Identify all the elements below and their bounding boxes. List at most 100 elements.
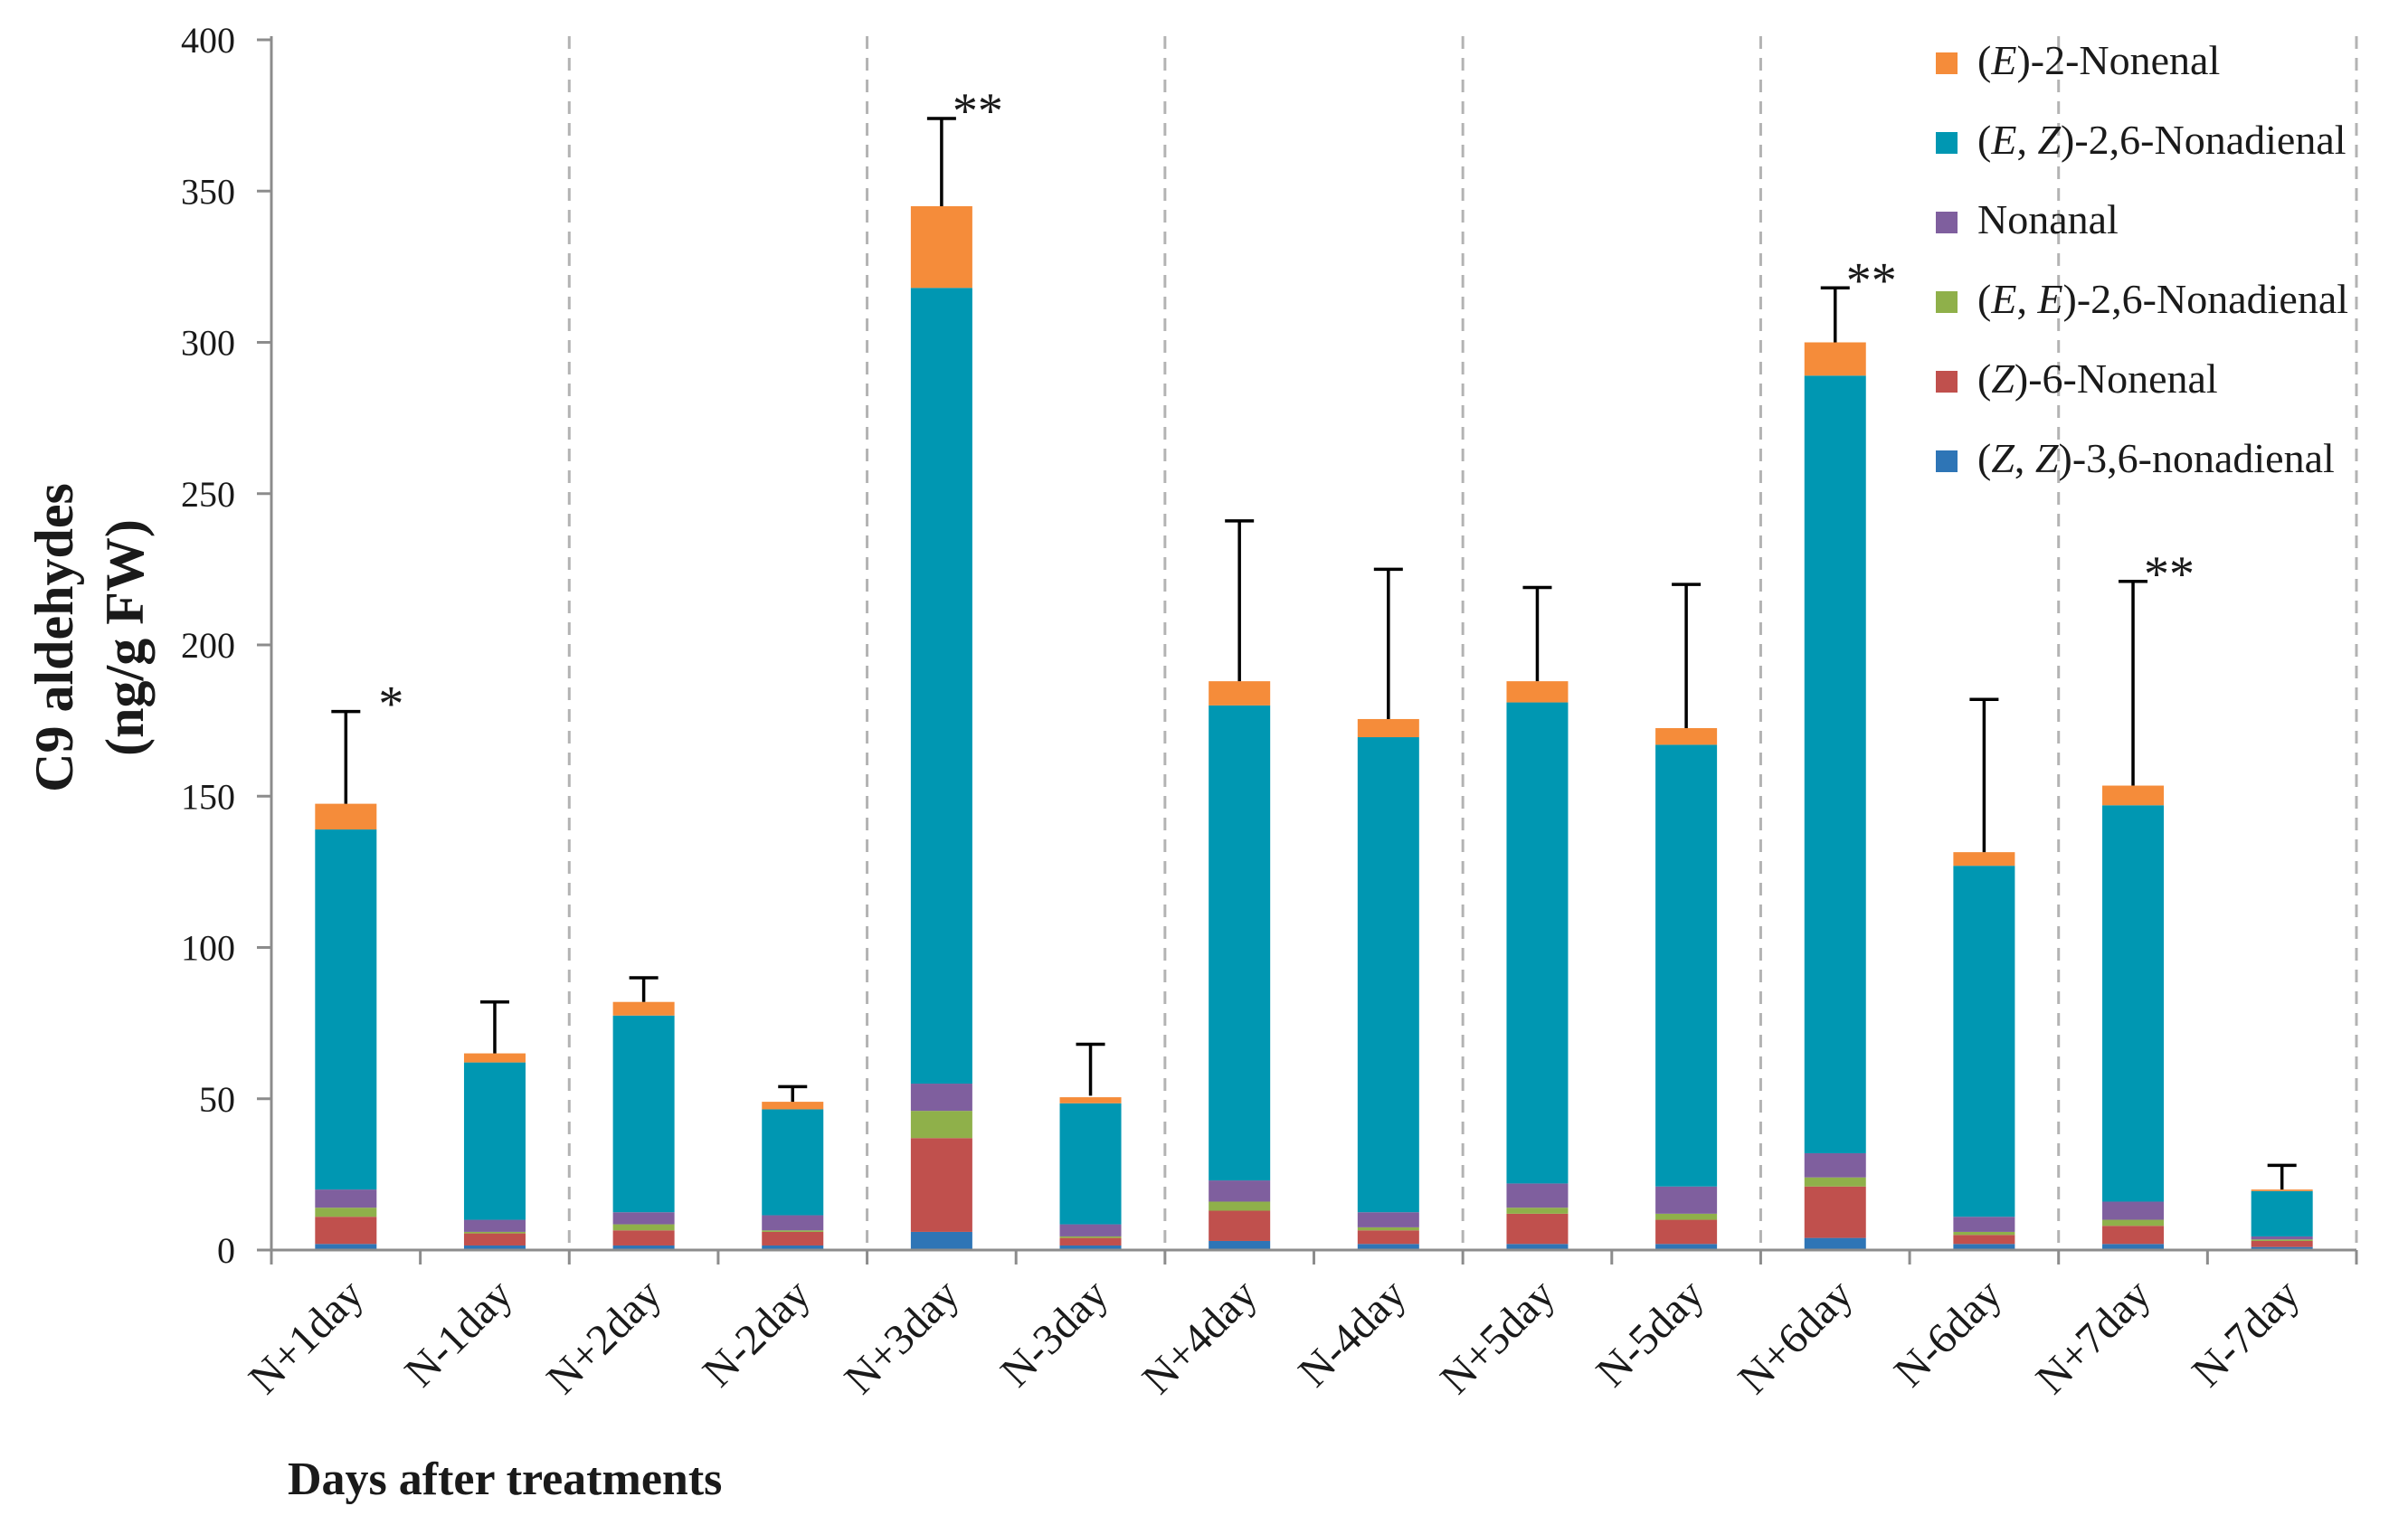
bar-N-3day-series-4 bbox=[1059, 1224, 1122, 1236]
bar-N+6day-series-2 bbox=[1804, 1186, 1866, 1238]
significance-N+7day: ** bbox=[2144, 546, 2195, 602]
bar-N+7day-series-6 bbox=[2102, 785, 2165, 806]
bar-N+1day-series-6 bbox=[315, 803, 377, 830]
bar-N-4day-series-4 bbox=[1357, 1212, 1419, 1227]
y-tick-label-50: 50 bbox=[199, 1079, 235, 1120]
bar-N+1day-series-5 bbox=[315, 829, 377, 1190]
bar-N-2day-series-5 bbox=[762, 1109, 824, 1216]
bar-N-6day-series-4 bbox=[1953, 1217, 2015, 1232]
bar-N+4day-series-5 bbox=[1209, 705, 1271, 1181]
bar-N-2day-series-2 bbox=[762, 1231, 824, 1246]
bar-N+5day-series-5 bbox=[1506, 702, 1569, 1184]
y-tick-labels: 0 50 100 150 200 250 300 350 400 bbox=[181, 20, 235, 1271]
bar-N+7day-series-5 bbox=[2102, 805, 2165, 1202]
bar-N-1day-series-5 bbox=[463, 1062, 526, 1220]
legend-swatch-2 bbox=[1936, 132, 1958, 154]
bar-N+5day-series-1 bbox=[1506, 1244, 1569, 1250]
bar-N-6day-series-3 bbox=[1953, 1231, 2015, 1236]
bar-N-3day-series-2 bbox=[1059, 1237, 1122, 1246]
legend-label-3: Nonanal bbox=[1977, 196, 2119, 242]
bar-N-3day-series-6 bbox=[1059, 1097, 1122, 1103]
bar-N+2day-series-6 bbox=[612, 1001, 675, 1016]
bar-N-4day-series-5 bbox=[1357, 737, 1419, 1213]
y-tick-label-400: 400 bbox=[181, 20, 235, 61]
bar-N-1day-series-6 bbox=[463, 1053, 526, 1063]
bar-N-4day-series-3 bbox=[1357, 1227, 1419, 1231]
bars-layer bbox=[315, 205, 2313, 1250]
x-tick-label-N+7day: N+7day bbox=[2027, 1270, 2160, 1403]
bar-N+3day-series-1 bbox=[910, 1231, 972, 1250]
bar-N-1day-series-3 bbox=[463, 1231, 526, 1234]
bar-N+2day-series-3 bbox=[612, 1224, 675, 1231]
bar-N-5day-series-1 bbox=[1655, 1244, 1718, 1250]
y-tick-label-100: 100 bbox=[181, 928, 235, 969]
bar-N+4day-series-2 bbox=[1209, 1210, 1271, 1241]
legend-label-6: (Z, Z)-3,6-nonadienal bbox=[1977, 435, 2335, 481]
bar-N+7day-series-3 bbox=[2102, 1219, 2165, 1227]
bar-N-4day-series-6 bbox=[1357, 718, 1419, 738]
bar-N+7day-series-4 bbox=[2102, 1201, 2165, 1220]
bar-N-5day-series-6 bbox=[1655, 727, 1718, 745]
bar-N-7day-series-1 bbox=[2251, 1246, 2313, 1250]
bar-N+3day-series-2 bbox=[910, 1138, 972, 1232]
bar-N-4day-series-2 bbox=[1357, 1230, 1419, 1245]
bar-N-5day-series-4 bbox=[1655, 1186, 1718, 1214]
x-tick-label-N-3day: N-3day bbox=[991, 1270, 1117, 1396]
bar-N+1day-series-4 bbox=[315, 1189, 377, 1208]
bar-N+3day-series-5 bbox=[910, 288, 972, 1085]
significance-layer: ******* bbox=[378, 83, 2195, 733]
group-separators bbox=[567, 36, 2358, 1250]
x-tick-labels: N+1day N-1day N+2day N-2day N+3day N-3day N+4d… bbox=[240, 1270, 2308, 1403]
x-tick-label-N+2day: N+2day bbox=[537, 1270, 670, 1403]
bar-N+5day-series-3 bbox=[1506, 1208, 1569, 1214]
bar-N+3day-series-3 bbox=[910, 1111, 972, 1139]
y-tick-label-250: 250 bbox=[181, 474, 235, 515]
bar-N+2day-series-4 bbox=[612, 1212, 675, 1225]
bar-N-5day-series-2 bbox=[1655, 1219, 1718, 1245]
bar-N+5day-series-4 bbox=[1506, 1183, 1569, 1208]
significance-N+3day: ** bbox=[953, 83, 1003, 139]
bar-N-5day-series-5 bbox=[1655, 744, 1718, 1187]
bar-N-1day-series-4 bbox=[463, 1219, 526, 1232]
bar-N-6day-series-6 bbox=[1953, 852, 2015, 867]
legend-label-1: (E)-2-Nonenal bbox=[1977, 37, 2220, 83]
x-axis-label: Days after treatments bbox=[288, 1454, 722, 1505]
x-tick-label-N-4day: N-4day bbox=[1289, 1270, 1415, 1396]
x-tick-label-N+6day: N+6day bbox=[1729, 1270, 1862, 1403]
y-tick-label-200: 200 bbox=[181, 625, 235, 666]
x-tick-label-N-6day: N-6day bbox=[1885, 1270, 2011, 1396]
bar-N-2day-series-1 bbox=[762, 1245, 824, 1250]
bar-N+6day-series-1 bbox=[1804, 1237, 1866, 1250]
bar-N+1day-series-3 bbox=[315, 1208, 377, 1217]
bar-N-2day-series-3 bbox=[762, 1230, 824, 1232]
bar-N+2day-series-2 bbox=[612, 1230, 675, 1246]
bar-N+3day-series-4 bbox=[910, 1084, 972, 1112]
x-tick-label-N-2day: N-2day bbox=[694, 1270, 820, 1396]
bar-N+4day-series-1 bbox=[1209, 1240, 1271, 1250]
bar-N-7day-series-3 bbox=[2251, 1239, 2313, 1241]
significance-N+1day: * bbox=[378, 677, 403, 733]
bar-N-6day-series-5 bbox=[1953, 866, 2015, 1217]
legend: (E)-2-Nonenal (E, Z)-2,6-Nonadienal Nonana… bbox=[1936, 37, 2348, 481]
legend-swatch-4 bbox=[1936, 291, 1958, 313]
bar-N+6day-series-5 bbox=[1804, 375, 1866, 1153]
bar-N-6day-series-1 bbox=[1953, 1244, 2015, 1250]
bar-N+2day-series-1 bbox=[612, 1245, 675, 1250]
bar-N+7day-series-1 bbox=[2102, 1244, 2165, 1250]
x-tick-label-N+5day: N+5day bbox=[1431, 1270, 1564, 1403]
significance-N+6day: ** bbox=[1846, 252, 1897, 308]
bar-N+2day-series-5 bbox=[612, 1015, 675, 1213]
x-tick-label-N-1day: N-1day bbox=[395, 1270, 521, 1396]
y-tick-label-0: 0 bbox=[217, 1230, 235, 1271]
legend-label-4: (E, E)-2,6-Nonadienal bbox=[1977, 276, 2348, 322]
x-tick-label-N+4day: N+4day bbox=[1133, 1270, 1266, 1403]
bar-N+4day-series-6 bbox=[1209, 681, 1271, 706]
y-tick-label-350: 350 bbox=[181, 171, 235, 212]
bar-N-3day-series-1 bbox=[1059, 1245, 1122, 1250]
bar-N+6day-series-3 bbox=[1804, 1177, 1866, 1187]
bar-N-3day-series-3 bbox=[1059, 1236, 1122, 1238]
y-axis-label-line-2: (ng/g FW) bbox=[95, 519, 155, 756]
x-tick-label-N+1day: N+1day bbox=[240, 1270, 373, 1403]
bar-N-6day-series-2 bbox=[1953, 1235, 2015, 1245]
bar-N-1day-series-1 bbox=[463, 1245, 526, 1250]
